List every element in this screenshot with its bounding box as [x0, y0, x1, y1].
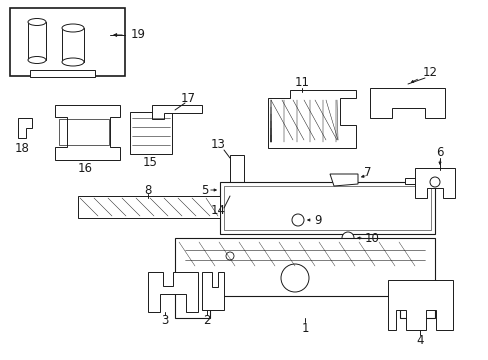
Circle shape — [291, 214, 304, 226]
Polygon shape — [62, 28, 84, 62]
Text: 3: 3 — [161, 314, 168, 327]
Polygon shape — [414, 168, 454, 198]
Text: 2: 2 — [203, 314, 210, 327]
Polygon shape — [152, 105, 202, 119]
Ellipse shape — [62, 58, 84, 66]
Ellipse shape — [28, 57, 46, 63]
Polygon shape — [387, 280, 452, 330]
Text: 4: 4 — [415, 333, 423, 346]
Bar — [78, 196, 220, 218]
Circle shape — [281, 264, 308, 292]
Bar — [59, 119, 109, 145]
Bar — [220, 182, 434, 234]
Text: 14: 14 — [210, 203, 225, 216]
Polygon shape — [18, 118, 32, 138]
Polygon shape — [329, 174, 357, 186]
Circle shape — [225, 252, 234, 260]
Text: 1: 1 — [301, 321, 308, 334]
Ellipse shape — [28, 18, 46, 26]
Polygon shape — [30, 70, 95, 77]
Ellipse shape — [62, 24, 84, 32]
Text: 7: 7 — [364, 166, 371, 179]
Polygon shape — [175, 238, 434, 318]
Polygon shape — [55, 105, 120, 160]
Text: 11: 11 — [294, 76, 309, 89]
Bar — [229, 155, 244, 185]
Text: 10: 10 — [364, 231, 379, 244]
Circle shape — [429, 177, 439, 187]
Polygon shape — [267, 90, 355, 148]
Text: 12: 12 — [422, 66, 437, 78]
Bar — [224, 186, 430, 230]
Bar — [404, 178, 432, 184]
Polygon shape — [369, 88, 444, 118]
Polygon shape — [28, 22, 46, 60]
Text: 5: 5 — [201, 184, 208, 197]
Text: 17: 17 — [180, 91, 195, 104]
Text: 6: 6 — [435, 145, 443, 158]
Text: 16: 16 — [77, 162, 92, 175]
Polygon shape — [202, 272, 224, 310]
Polygon shape — [229, 187, 244, 205]
Text: 9: 9 — [314, 213, 321, 226]
Circle shape — [341, 232, 353, 244]
Text: 18: 18 — [15, 141, 29, 154]
Text: 15: 15 — [142, 156, 157, 168]
Text: 19: 19 — [130, 28, 145, 41]
Text: 8: 8 — [144, 184, 151, 197]
Text: 13: 13 — [210, 139, 225, 152]
Polygon shape — [148, 272, 198, 312]
Bar — [130, 112, 172, 154]
Bar — [10, 8, 125, 76]
